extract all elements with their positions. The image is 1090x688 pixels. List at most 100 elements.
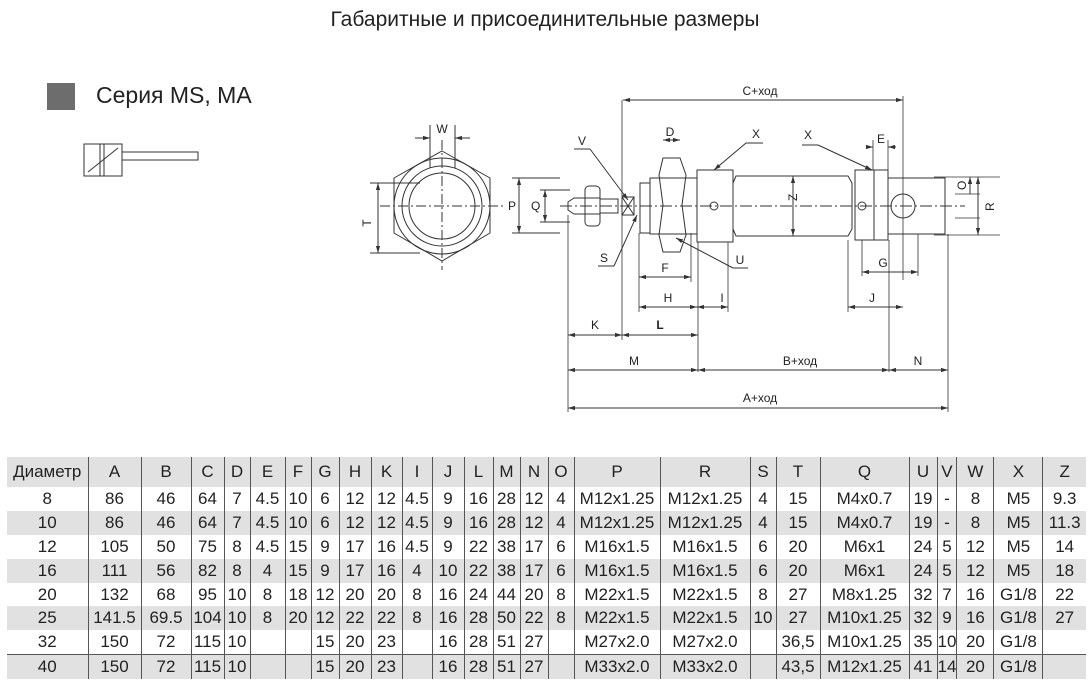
table-cell: -: [936, 510, 957, 535]
label-c: C+ход: [743, 84, 778, 98]
table-cell: M22x1.5: [659, 582, 750, 607]
label-v: V: [578, 134, 586, 148]
cylinder-symbol-icon: [83, 143, 199, 177]
table-cell: M5: [993, 510, 1043, 535]
table-row: 12 105 50 75 8 4.5 15 9 17 16 4.5 9 22 38 17 6 M16x1.5 M1…: [7, 534, 1086, 559]
label-x2: X: [804, 128, 812, 142]
table-cell: M16x1.5: [573, 558, 660, 583]
table-cell: U: [908, 457, 937, 487]
table-cell: Z: [1042, 457, 1086, 487]
table-row: 16 111 56 82 8 4 15 9 17 16 4 10 22 38 17 6 M16x1.5 M16x1…: [7, 558, 1086, 583]
table-cell: O: [547, 457, 574, 487]
table-cell: 20: [37, 584, 57, 604]
table-cell: M4x0.7: [819, 487, 909, 511]
table-cell: M12x1.25: [573, 487, 660, 511]
table-cell: 4.5: [401, 510, 432, 535]
table-cell: [249, 630, 285, 655]
table-cell: M12x1.25: [819, 654, 909, 680]
label-i: I: [720, 291, 723, 305]
table-cell: 16: [956, 582, 994, 607]
table-cell: 28: [463, 654, 493, 680]
table-cell: 6: [310, 510, 339, 535]
table-cell: 9: [310, 558, 339, 583]
table-cell: 9.3: [1042, 487, 1086, 511]
table-cell: 20: [284, 606, 311, 631]
table-cell: W: [956, 457, 994, 487]
table-cell: 8: [547, 606, 574, 631]
table-cell: 9: [431, 510, 464, 535]
label-x1: X: [752, 127, 760, 141]
table-cell: 4.5: [249, 487, 285, 511]
table-cell: 27: [1042, 606, 1086, 631]
table-cell: 20: [956, 654, 994, 680]
table-cell: 86: [87, 487, 141, 511]
table-cell: M22x1.5: [659, 606, 750, 631]
table-cell: 17: [519, 534, 548, 559]
table-cell: 28: [463, 606, 493, 631]
table-cell: 12: [310, 606, 339, 631]
table-cell: M5: [993, 534, 1043, 559]
table-cell: 16: [463, 487, 493, 511]
table-cell: 27: [519, 654, 548, 680]
table-cell: F: [284, 457, 311, 487]
table-cell: 43,5: [775, 654, 820, 680]
table-cell: [547, 654, 574, 680]
end-view: [370, 125, 505, 270]
table-cell: [284, 630, 311, 655]
table-cell: 15: [310, 654, 339, 680]
table-cell: 10: [431, 558, 464, 583]
table-cell: M8x1.25: [819, 582, 909, 607]
table-cell: 64: [190, 510, 224, 535]
table-cell: 51: [492, 630, 520, 655]
table-cell: 10: [37, 512, 57, 532]
table-cell: M33x2.0: [573, 654, 660, 680]
label-m: M: [629, 354, 639, 368]
table-cell: X: [993, 457, 1043, 487]
table-cell: M12x1.25: [659, 510, 750, 535]
label-h: H: [664, 291, 673, 305]
table-cell: 6: [749, 534, 776, 559]
table-cell: 4.5: [401, 487, 432, 511]
label-q: Q: [531, 199, 540, 213]
table-cell: 4: [547, 487, 574, 511]
table-cell: V: [936, 457, 957, 487]
table-cell: G1/8: [993, 582, 1043, 607]
table-cell: T: [775, 457, 820, 487]
table-cell: 20: [956, 630, 994, 655]
table-cell: 8: [42, 488, 52, 508]
table-cell: [1042, 654, 1086, 680]
table-cell: 17: [338, 558, 371, 583]
table-cell: 86: [87, 510, 141, 535]
table-cell: 15: [775, 487, 820, 511]
table-cell: B: [140, 457, 191, 487]
table-cell: 141.5: [87, 606, 141, 631]
table-cell: M27x2.0: [573, 630, 660, 655]
table-cell: 4.5: [401, 534, 432, 559]
table-cell: 72: [140, 630, 191, 655]
table-cell: 9: [936, 606, 957, 631]
table-header-row: Диаметр A B C D E F G H K I J L M N O P R S T Q U V W X Z: [7, 457, 1086, 487]
table-cell: 22: [463, 534, 493, 559]
table-cell: M16x1.5: [573, 534, 660, 559]
table-cell: M16x1.5: [659, 558, 750, 583]
table-cell: S: [749, 457, 776, 487]
table-cell: M4x0.7: [819, 510, 909, 535]
table-cell: 24: [908, 534, 937, 559]
label-f: F: [661, 261, 668, 275]
table-row: 8 86 46 64 7 4.5 10 6 12 12 4.5 9 16 28 12 4 M12x1.25 M12…: [7, 487, 1086, 511]
table-cell: 7: [223, 487, 250, 511]
table-cell: 32: [908, 582, 937, 607]
table-cell: 10: [284, 510, 311, 535]
table-cell: 16: [370, 558, 402, 583]
table-cell: 8: [249, 582, 285, 607]
table-cell: 8: [956, 510, 994, 535]
label-e: E: [877, 132, 885, 146]
table-cell: 32: [908, 606, 937, 631]
label-u: U: [736, 253, 745, 267]
table-cell: 28: [463, 630, 493, 655]
table-cell: 7: [936, 582, 957, 607]
table-cell: 12: [519, 487, 548, 511]
table-cell: 16: [956, 606, 994, 631]
table-row: 10 86 46 64 7 4.5 10 6 12 12 4.5 9 16 28 12 4 M12x1.25 M1…: [7, 510, 1086, 535]
table-cell: 69.5: [140, 606, 191, 631]
